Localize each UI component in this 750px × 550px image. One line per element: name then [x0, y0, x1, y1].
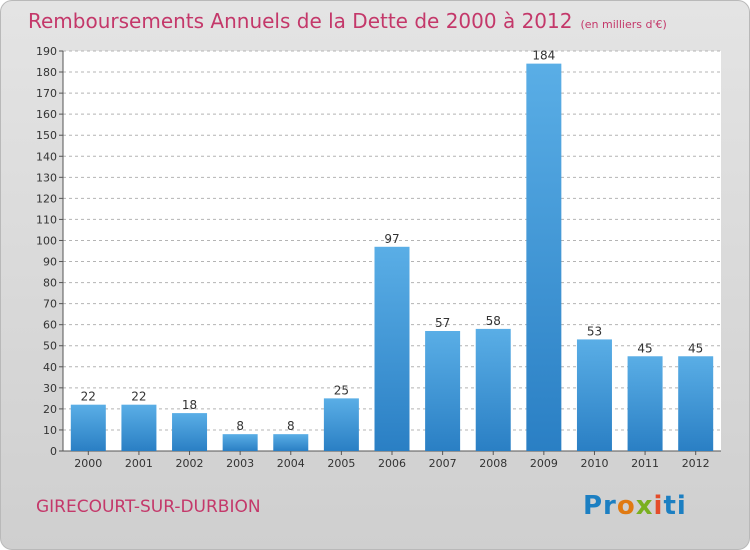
bar-2004 — [273, 434, 309, 451]
bar-2003 — [222, 434, 258, 451]
axis-layer: 0 10 20 30 40 50 60 70 80 90 100 110 120 130 140 150 160… — [36, 45, 721, 470]
y-tick-label: 70 — [43, 298, 57, 311]
y-tick-label: 80 — [43, 277, 57, 290]
data-label-2003: 8 — [236, 419, 244, 433]
chart-title: Remboursements Annuels de la Dette de 20… — [28, 9, 667, 33]
y-tick-label: 130 — [36, 171, 57, 184]
x-tick-label-2009: 2009 — [530, 457, 558, 470]
data-label-2005: 25 — [334, 383, 349, 397]
y-tick-label: 10 — [43, 424, 57, 437]
x-tick-label-2011: 2011 — [631, 457, 659, 470]
y-tick-label: 100 — [36, 234, 57, 247]
x-tick-label-2007: 2007 — [429, 457, 457, 470]
y-tick-label: 60 — [43, 319, 57, 332]
y-tick-label: 110 — [36, 213, 57, 226]
data-label-2001: 22 — [131, 390, 146, 404]
bar-2010 — [576, 339, 612, 451]
bar-2001 — [121, 404, 157, 451]
y-tick-label: 120 — [36, 192, 57, 205]
y-tick-label: 160 — [36, 108, 57, 121]
bar-2005 — [323, 398, 359, 451]
bar-2008 — [475, 328, 511, 451]
data-label-2008: 58 — [486, 314, 501, 328]
data-label-2006: 97 — [384, 232, 399, 246]
y-tick-label: 150 — [36, 129, 57, 142]
y-tick-label: 40 — [43, 361, 57, 374]
x-tick-label-2000: 2000 — [74, 457, 102, 470]
y-tick-label: 0 — [50, 445, 57, 458]
bar-2002 — [172, 413, 208, 451]
proxiti-logo: Proxiti — [583, 491, 687, 521]
data-label-2004: 8 — [287, 419, 295, 433]
bar-2000 — [70, 404, 106, 451]
x-tick-label-2010: 2010 — [580, 457, 608, 470]
y-tick-label: 170 — [36, 87, 57, 100]
x-tick-label-2003: 2003 — [226, 457, 254, 470]
data-label-2011: 45 — [637, 341, 652, 355]
x-tick-label-2001: 2001 — [125, 457, 153, 470]
bar-2007 — [425, 331, 461, 451]
x-tick-label-2012: 2012 — [682, 457, 710, 470]
label-layer: 22 22 18 8 8 25 97 57 58 184 53 45 45 — [81, 49, 704, 434]
x-tick-label-2005: 2005 — [327, 457, 355, 470]
chart-title-text: Remboursements Annuels de la Dette de 20… — [28, 9, 573, 33]
x-tick-label-2008: 2008 — [479, 457, 507, 470]
bar-2011 — [627, 356, 663, 451]
y-tick-label: 20 — [43, 403, 57, 416]
x-tick-label-2004: 2004 — [277, 457, 305, 470]
data-label-2010: 53 — [587, 324, 602, 338]
data-label-2009: 184 — [532, 49, 555, 63]
y-tick-label: 90 — [43, 256, 57, 269]
x-tick-label-2006: 2006 — [378, 457, 406, 470]
data-label-2012: 45 — [688, 341, 703, 355]
data-label-2007: 57 — [435, 316, 450, 330]
chart-title-unit: (en milliers d'€) — [580, 18, 667, 31]
bar-2009 — [526, 63, 562, 451]
y-tick-label: 180 — [36, 66, 57, 79]
bar-2006 — [374, 246, 410, 451]
bar-2012 — [678, 356, 714, 451]
x-tick-label-2002: 2002 — [176, 457, 204, 470]
y-tick-label: 50 — [43, 340, 57, 353]
bar-layer — [70, 63, 714, 451]
data-label-2002: 18 — [182, 398, 197, 412]
data-label-2000: 22 — [81, 390, 96, 404]
y-tick-label: 30 — [43, 382, 57, 395]
y-tick-label: 190 — [36, 45, 57, 58]
municipality-name: GIRECOURT-SUR-DURBION — [36, 497, 261, 517]
y-tick-label: 140 — [36, 150, 57, 163]
